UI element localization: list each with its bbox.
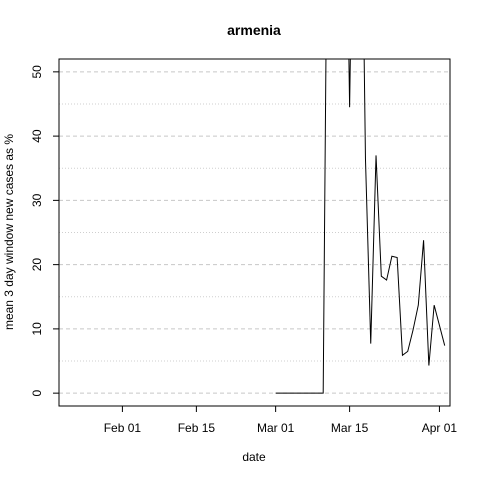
series-line-0 <box>275 59 446 394</box>
y-axis: 0 10 20 30 40 50 <box>30 65 59 396</box>
chart-title: armenia <box>227 22 281 38</box>
y-tick-label: 20 <box>30 258 44 272</box>
y-tick-label: 50 <box>30 65 44 79</box>
x-tick-label: Feb 15 <box>178 421 216 435</box>
x-axis-label: date <box>242 450 266 464</box>
x-tick-label: Apr 01 <box>422 421 458 435</box>
y-tick-label: 0 <box>30 389 44 396</box>
y-axis-label: mean 3 day window new cases as % <box>2 134 16 330</box>
grid-lines <box>59 71 450 394</box>
y-tick-label: 10 <box>30 322 44 336</box>
y-tick-label: 30 <box>30 193 44 207</box>
x-tick-label: Mar 15 <box>331 421 369 435</box>
y-tick-label: 40 <box>30 129 44 143</box>
x-tick-label: Feb 01 <box>104 421 142 435</box>
plot-frame <box>58 58 451 407</box>
series-layer <box>275 59 446 394</box>
x-tick-label: Mar 01 <box>257 421 295 435</box>
x-axis: Feb 01 Feb 15 Mar 01 Mar 15 Apr 01 <box>104 406 458 435</box>
